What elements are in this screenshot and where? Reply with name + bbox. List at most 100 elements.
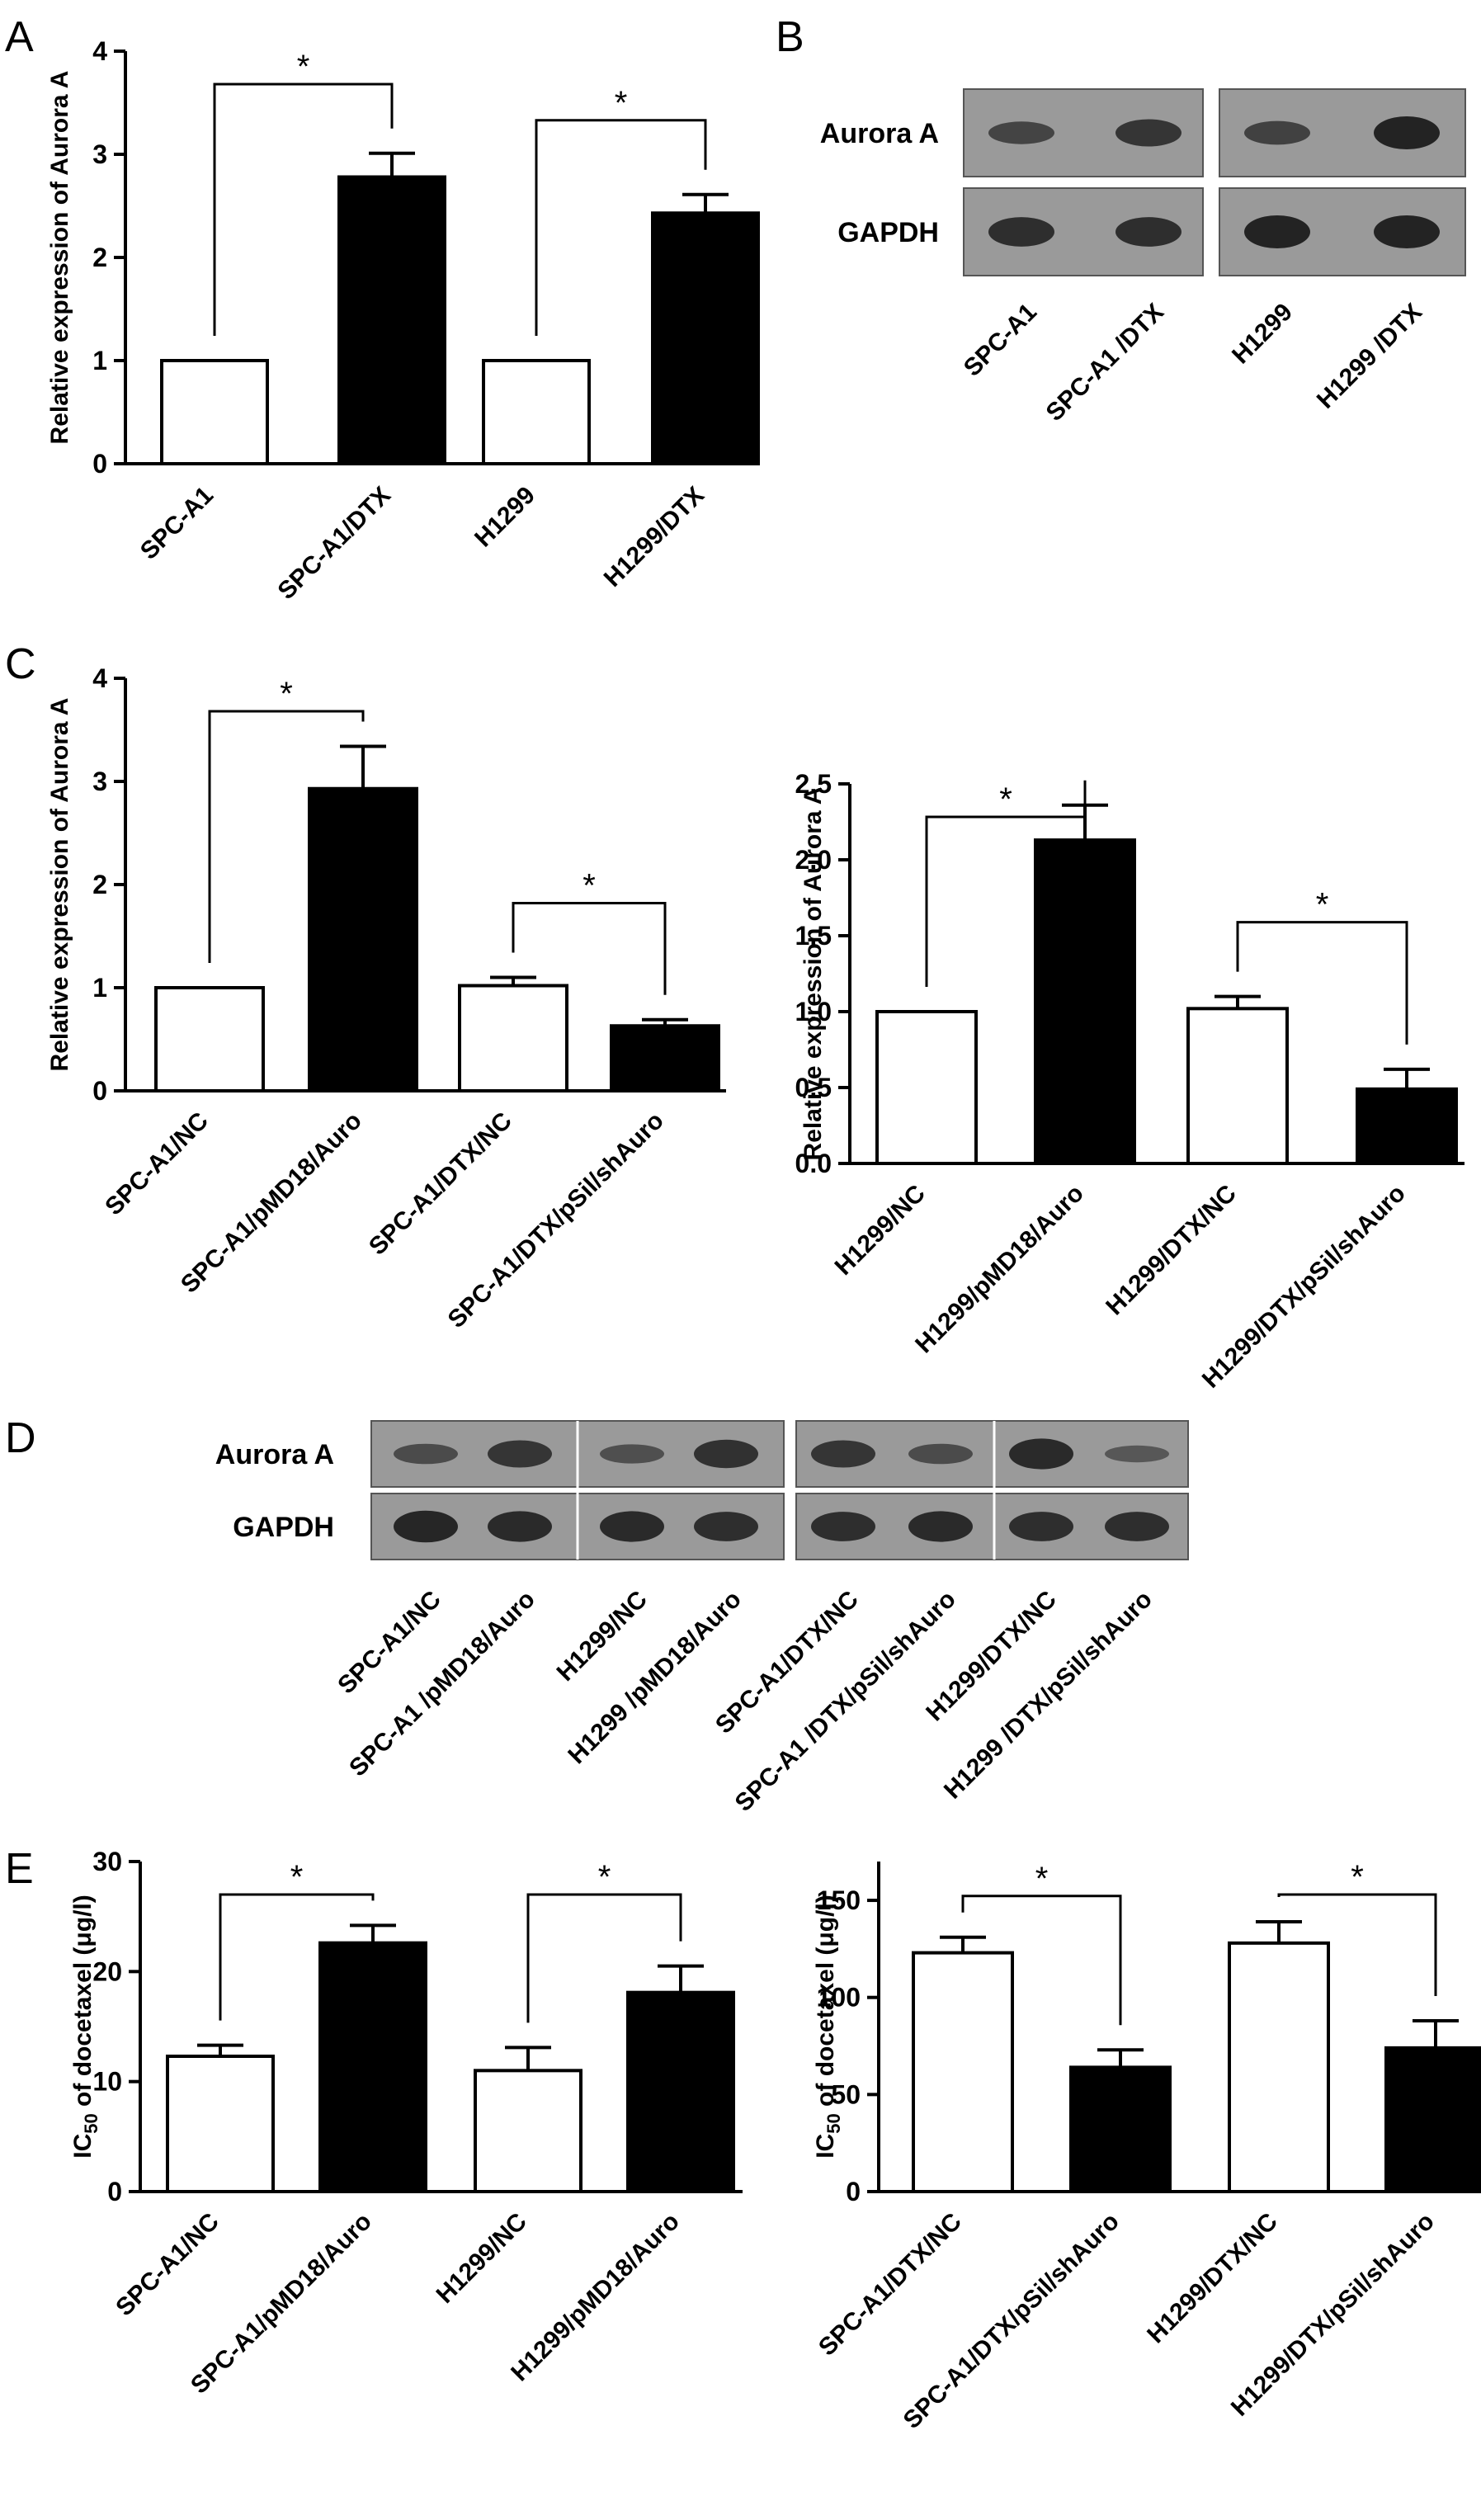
- chart-panel-a: 0 1 2 3 4 Relative expression of Aurora A SPC-…: [46, 36, 760, 605]
- blot-band: [988, 217, 1054, 247]
- significance-star: *: [615, 85, 628, 121]
- bar: [1384, 2046, 1481, 2193]
- y-axis-label-main: IC: [69, 2134, 97, 2159]
- bar: [482, 359, 591, 465]
- significance-bracket: [1277, 1893, 1437, 1996]
- significance-bracket: [213, 83, 394, 336]
- y-tick-label: 1.5: [795, 921, 832, 951]
- y-tick-label: 20: [92, 1956, 122, 1986]
- significance-star: *: [297, 49, 310, 85]
- bar: [458, 984, 568, 1092]
- significance-star: *: [280, 676, 293, 712]
- blot-band: [394, 1443, 458, 1465]
- bar: [1228, 1941, 1330, 2193]
- y-axis-label: Relative expression of Aurora A: [799, 787, 827, 1161]
- panel-letter-a: A: [5, 13, 34, 61]
- significance-bracket: [535, 119, 707, 336]
- y-axis-label-rest: of docetaxel (μg/l): [812, 1895, 839, 2113]
- chart-panel-e-left: 0 10 20 30 IC50 of docetaxel (μg/l) SPC-A1/NC…: [69, 1847, 743, 2400]
- y-tick-label: 100: [817, 1983, 861, 2013]
- x-tick-label: H1299: [469, 482, 540, 553]
- blot-lane-label: H1299: [1227, 299, 1298, 370]
- blot-row-label: Aurora A: [215, 1439, 334, 1470]
- x-tick-label: SPC-A1/DTX/NC: [814, 2208, 967, 2362]
- bar: [337, 175, 446, 465]
- blot-band: [1115, 217, 1181, 247]
- y-axis-label-rest: of docetaxel (μg/l): [69, 1895, 97, 2113]
- bar: [166, 2055, 275, 2193]
- x-tick-label: SPC-A1/DTX/NC: [364, 1107, 517, 1261]
- y-tick-label: 1: [92, 346, 107, 375]
- blot-band: [488, 1511, 552, 1542]
- significance-bracket: [1236, 921, 1408, 1045]
- blot-band: [694, 1439, 758, 1469]
- x-tick-label: SPC-A1/DTX: [272, 482, 395, 605]
- y-tick-label: 4: [92, 663, 107, 693]
- bar: [474, 2069, 582, 2193]
- blot-lane-label: H1299/NC: [552, 1586, 653, 1687]
- y-tick-label: 2.5: [795, 769, 832, 799]
- significance-bracket: [526, 1893, 682, 2023]
- blot-band: [1009, 1512, 1073, 1541]
- significance-star: *: [290, 1859, 304, 1895]
- y-tick-label: 10: [92, 2067, 122, 2097]
- y-axis-label: IC50 of docetaxel (μg/l): [812, 1895, 844, 2159]
- x-tick-label: H1299/DTX: [599, 482, 710, 592]
- bar: [1356, 1087, 1458, 1165]
- y-axis-label: Relative expression of Aurora A: [46, 698, 73, 1072]
- bar: [154, 986, 265, 1092]
- panel-letter-c: C: [5, 640, 36, 688]
- bar: [651, 211, 760, 465]
- blot-band: [908, 1511, 973, 1542]
- x-tick-label: H1299/pMD18/Auro: [506, 2208, 685, 2387]
- blot-band: [1105, 1445, 1169, 1463]
- bar: [626, 1990, 735, 2194]
- blot-band: [1244, 215, 1310, 248]
- bar: [1069, 2065, 1172, 2194]
- y-tick-label: 0: [846, 2177, 861, 2206]
- significance-bracket: [208, 710, 365, 963]
- bar: [1034, 838, 1136, 1166]
- x-tick-label: SPC-A1/NC: [100, 1107, 214, 1221]
- y-axis-label-main: IC: [812, 2134, 839, 2159]
- bar: [875, 1010, 978, 1165]
- blot-lane-label: SPC-A1: [959, 299, 1042, 382]
- panel-letter-d: D: [5, 1414, 36, 1462]
- bar: [160, 359, 269, 465]
- x-tick-label: SPC-A1/NC: [111, 2208, 224, 2322]
- significance-star: *: [999, 781, 1012, 818]
- y-tick-label: 3: [92, 139, 107, 169]
- blot-row-label: GAPDH: [837, 217, 939, 248]
- significance-star: *: [1351, 1859, 1364, 1895]
- blot-lane-label: H1299 /DTX: [1312, 299, 1427, 414]
- y-tick-label: 2.0: [795, 845, 832, 875]
- x-tick-label: H1299/pMD18/Auro: [910, 1180, 1089, 1359]
- blot-band: [600, 1511, 664, 1542]
- x-tick-label: H1299/DTX/NC: [1142, 2208, 1283, 2349]
- blot-band: [488, 1440, 552, 1468]
- blot-band: [908, 1443, 973, 1465]
- y-tick-label: 0.5: [795, 1073, 832, 1102]
- blot-row-label: Aurora A: [820, 118, 939, 149]
- x-tick-label: H1299/DTX/NC: [1101, 1180, 1242, 1321]
- blot-band: [1374, 116, 1440, 149]
- y-tick-label: 150: [817, 1885, 861, 1915]
- bar: [912, 1951, 1014, 2193]
- x-tick-label: H1299/DTX/pSil/shAuro: [1197, 1180, 1411, 1394]
- blot-band: [1115, 119, 1181, 147]
- panel-letter-e: E: [5, 1845, 34, 1893]
- significance-star: *: [1316, 887, 1329, 923]
- blot-band: [1374, 215, 1440, 248]
- blot-band: [600, 1444, 664, 1464]
- y-tick-label: 2: [92, 870, 107, 899]
- blot-band: [988, 121, 1054, 144]
- bar: [318, 1941, 427, 2194]
- y-tick-label: 3: [92, 767, 107, 796]
- blot-band: [811, 1512, 875, 1541]
- y-tick-label: 50: [831, 2079, 861, 2109]
- panel-letter-b: B: [776, 13, 804, 61]
